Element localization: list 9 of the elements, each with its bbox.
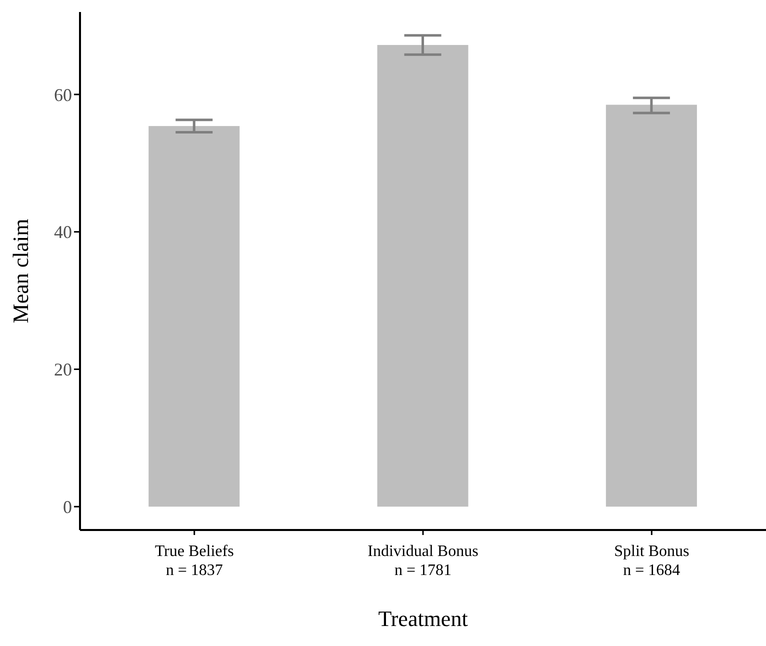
y-tick-label: 40 (54, 222, 72, 242)
x-tick-label: Individual Bonus n = 1781 (368, 543, 478, 579)
y-tick-label: 60 (54, 84, 72, 105)
x-tick-label: True Beliefs n = 1837 (154, 543, 234, 579)
y-tick-label: 0 (63, 497, 72, 518)
y-axis-title: Mean claim (8, 218, 33, 324)
x-tick-label: Split Bonus n = 1684 (614, 543, 690, 579)
x-axis-title: Treatment (378, 606, 468, 631)
y-tick-label: 20 (54, 360, 72, 380)
